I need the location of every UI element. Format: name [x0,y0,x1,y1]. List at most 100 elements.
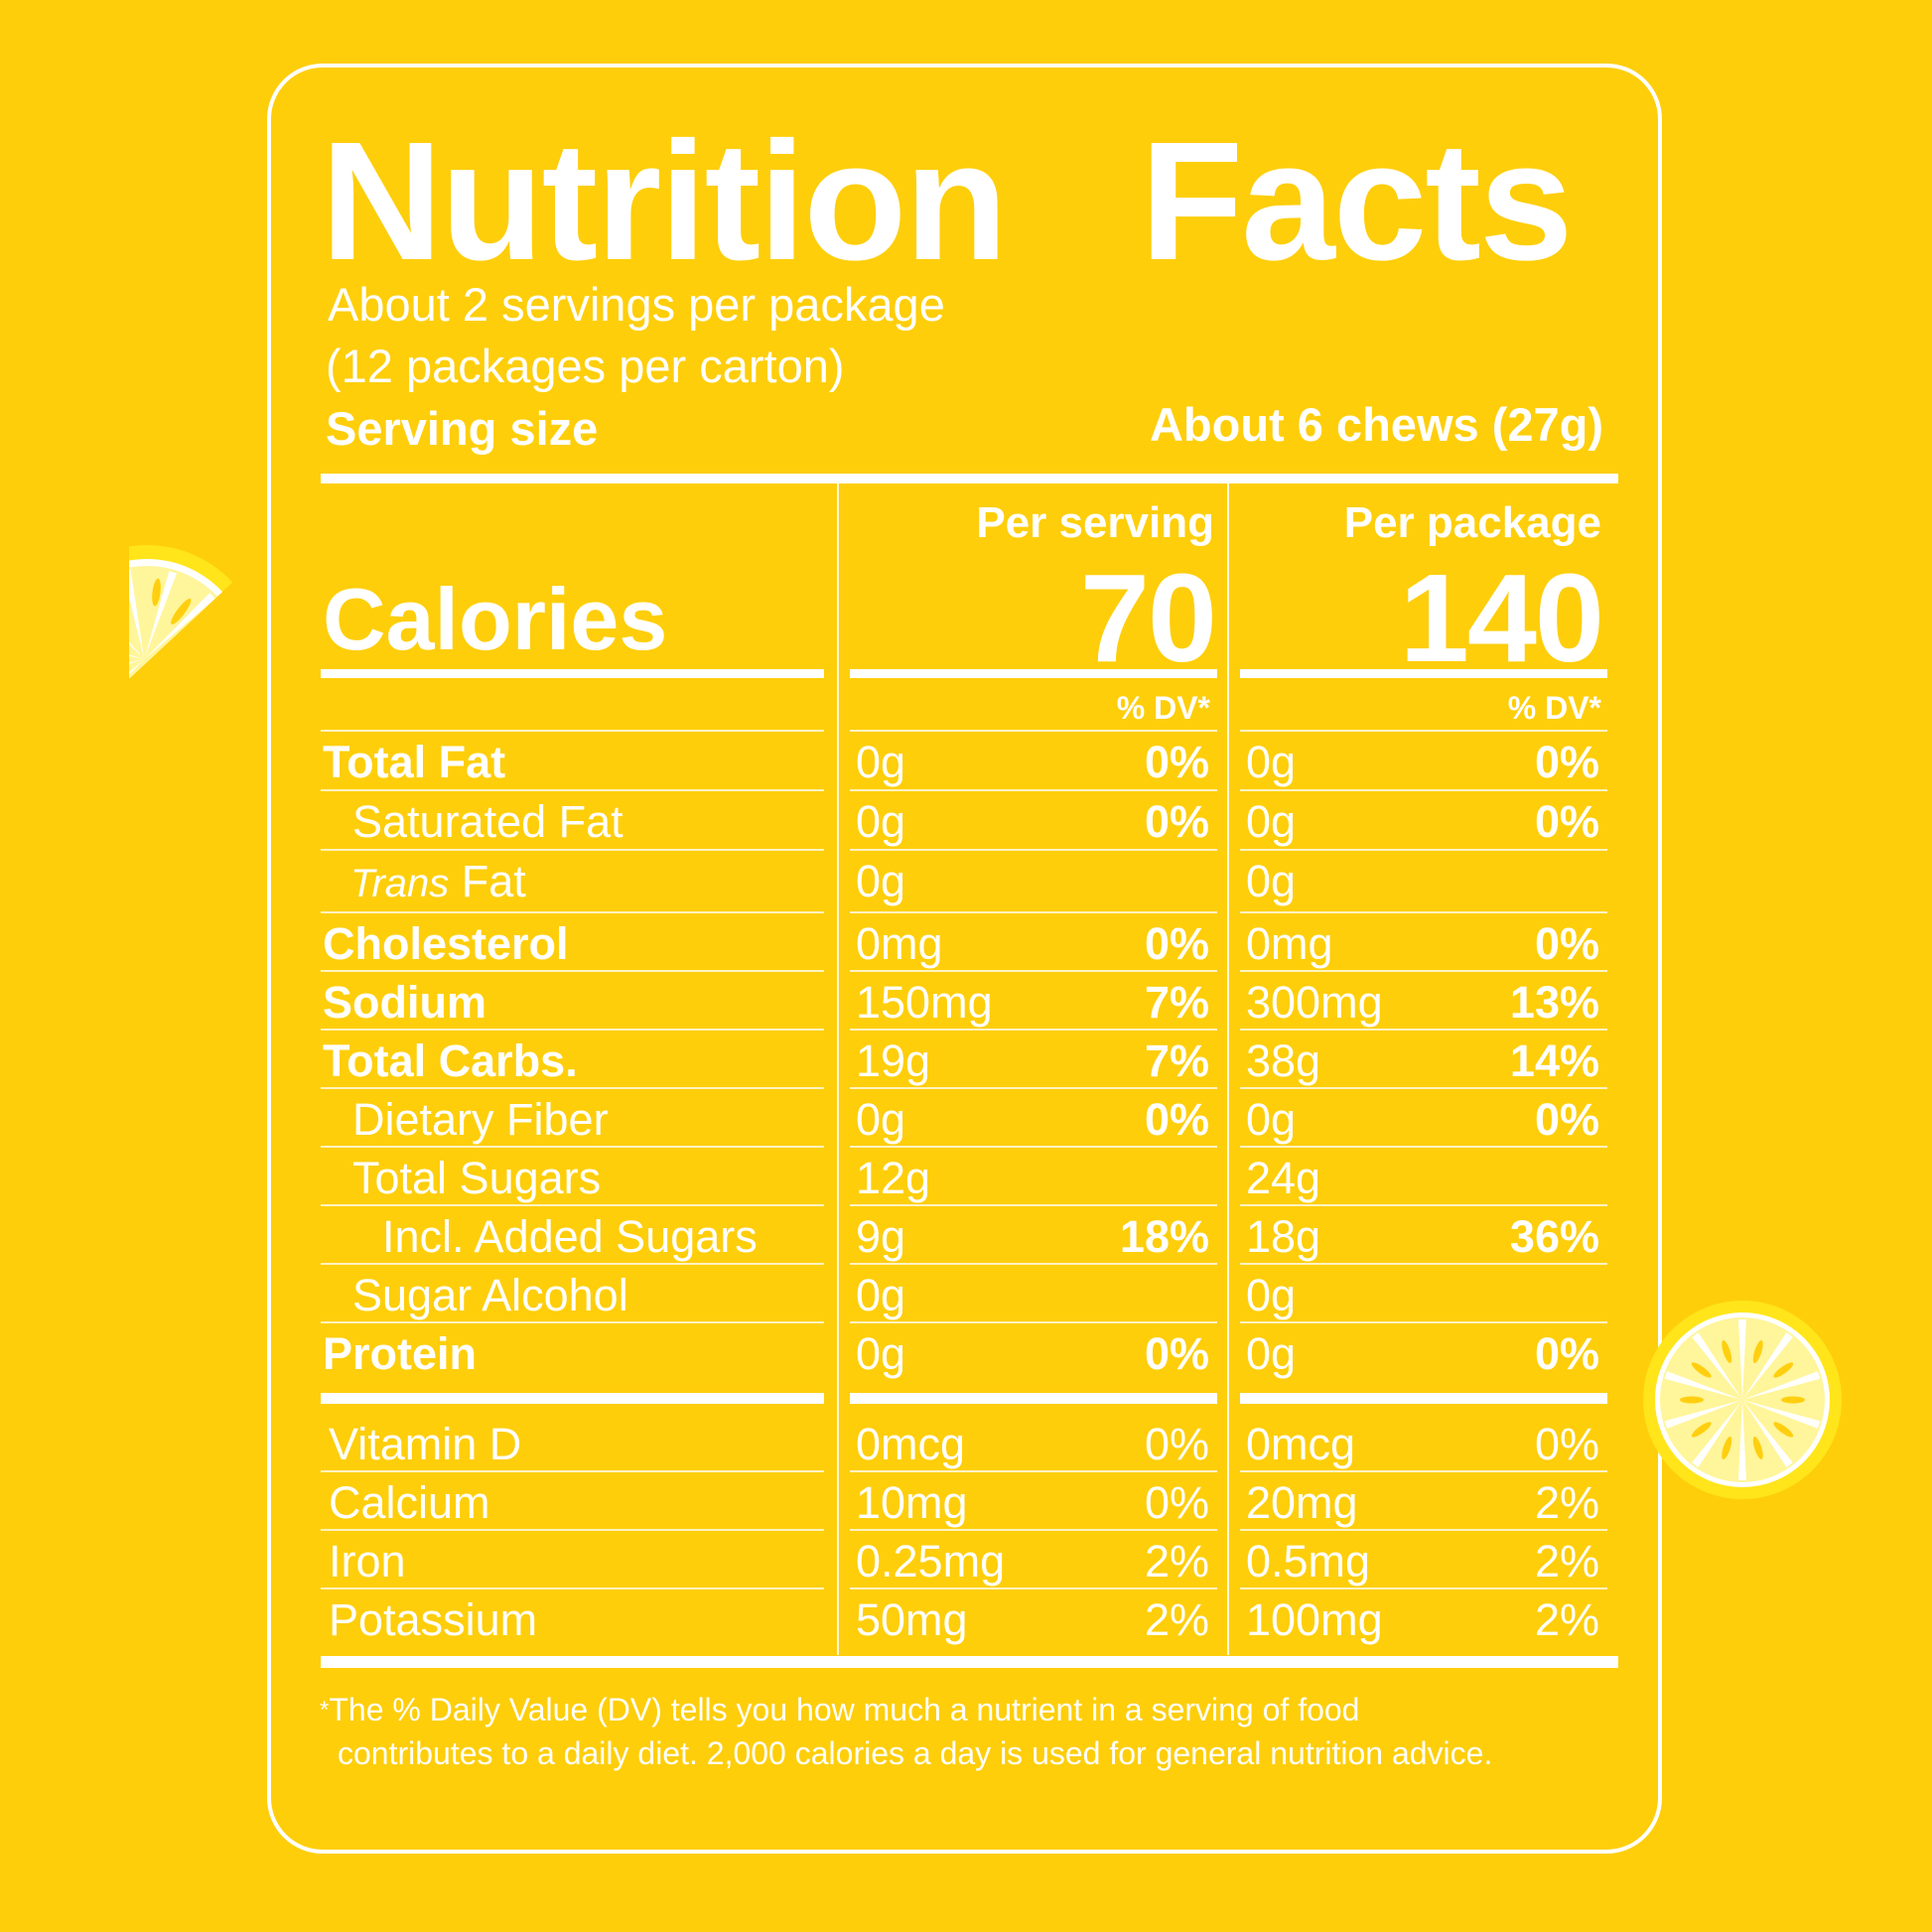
nutrient-name-rest: Fat [449,856,526,906]
nutrient-name: Trans Fat [350,859,526,903]
package-dv: 13% [1509,977,1599,1028]
package-amount: 0g [1246,1328,1297,1379]
serving-amount: 0g [856,1328,906,1379]
serving-dv: 0% [1144,796,1209,847]
package-amount: 24g [1246,1153,1321,1203]
serving-dv: 2% [1144,1536,1209,1587]
row-separator [321,1029,824,1031]
vitamin-name: Vitamin D [329,1419,522,1469]
package-amount: 300mg [1246,977,1383,1028]
nutrient-name-italic: Trans [350,862,450,905]
nutrient-name: Total Carbs. [323,1035,578,1086]
row-separator [321,1146,824,1148]
top-thick-rule [321,474,1618,483]
serving-amount: 150mg [856,977,993,1028]
row-separator [321,1087,824,1089]
serving-dv: 0% [1144,737,1209,787]
serving-dv: 0% [1144,1477,1209,1528]
row-separator [1240,1204,1607,1206]
package-dv: 0% [1534,918,1599,969]
row-separator [1240,849,1607,851]
calories-rule-right [1240,669,1607,678]
serving-amount: 0mcg [856,1419,966,1469]
row-separator [850,1587,1217,1589]
serving-amount: 12g [856,1153,931,1203]
package-amount: 0mg [1246,918,1333,969]
row-separator [321,1529,824,1531]
row-separator [850,1321,1217,1323]
package-dv: 14% [1509,1035,1599,1086]
row-separator [850,789,1217,791]
serving-amount: 9g [856,1211,906,1262]
row-separator [850,849,1217,851]
calories-rule-mid [850,669,1217,678]
row-separator [1240,1587,1607,1589]
row-separator [1240,1146,1607,1148]
nutrient-name: Total Sugars [352,1153,602,1203]
row-separator [321,1263,824,1265]
package-amount: 0g [1246,737,1297,787]
calories-label: Calories [323,570,668,668]
nutrient-name: Cholesterol [323,918,569,969]
serving-size-value: About 6 chews (27g) [1149,398,1603,451]
nutrient-name: Sodium [323,977,486,1028]
column-divider-right [1227,483,1229,1655]
vitamin-rule-right [1240,1393,1607,1404]
row-separator [321,1204,824,1206]
serving-dv: 0% [1144,1094,1209,1145]
row-separator [1240,970,1607,972]
row-separator [1240,1263,1607,1265]
lemon-wedge-icon [129,545,233,680]
nutrient-name: Protein [323,1328,478,1379]
vitamin-name: Iron [329,1536,406,1587]
dv-header-serving: % DV* [1116,690,1210,726]
row-separator [321,1321,824,1323]
nutrient-name: Sugar Alcohol [352,1270,628,1320]
row-separator [1240,1087,1607,1089]
calories-per-package: 140 [1399,548,1604,688]
serving-amount: 0g [856,796,906,847]
calories-rule-left [321,669,824,678]
footnote: *The % Daily Value (DV) tells you how mu… [320,1688,1492,1775]
vitamin-rule-mid [850,1393,1217,1404]
column-divider-left [837,483,839,1655]
row-separator [850,1146,1217,1148]
package-amount: 20mg [1246,1477,1358,1528]
footnote-line-2: contributes to a daily diet. 2,000 calor… [338,1735,1493,1772]
package-amount: 100mg [1246,1594,1383,1645]
serving-dv: 0% [1144,918,1209,969]
serving-amount: 0mg [856,918,943,969]
package-dv: 0% [1534,737,1599,787]
package-amount: 38g [1246,1035,1321,1086]
row-separator [850,1029,1217,1031]
nutrition-label-panel [267,64,1662,1854]
row-separator [850,911,1217,913]
row-separator [321,970,824,972]
packages-per-carton: (12 packages per carton) [326,340,845,392]
label-title: Nutrition Facts [321,107,1573,296]
row-separator [321,849,824,851]
package-dv: 2% [1534,1477,1599,1528]
vitamin-rule-left [321,1393,824,1404]
serving-amount: 0g [856,856,906,906]
row-separator [321,730,824,732]
row-separator [850,730,1217,732]
package-amount: 0g [1246,1094,1297,1145]
package-dv: 2% [1534,1594,1599,1645]
row-separator [321,1587,824,1589]
serving-dv: 2% [1144,1594,1209,1645]
calories-per-serving: 70 [1079,548,1217,688]
serving-amount: 0g [856,1094,906,1145]
row-separator [850,1204,1217,1206]
serving-amount: 0g [856,1270,906,1320]
row-separator [1240,911,1607,913]
package-dv: 0% [1534,1328,1599,1379]
row-separator [1240,1470,1607,1472]
nutrient-name: Dietary Fiber [352,1094,609,1145]
per-package-label: Per package [1343,498,1601,547]
row-separator [850,1529,1217,1531]
serving-dv: 0% [1144,1419,1209,1469]
row-separator [850,1263,1217,1265]
nutrient-name: Incl. Added Sugars [382,1211,758,1262]
row-separator [850,1470,1217,1472]
